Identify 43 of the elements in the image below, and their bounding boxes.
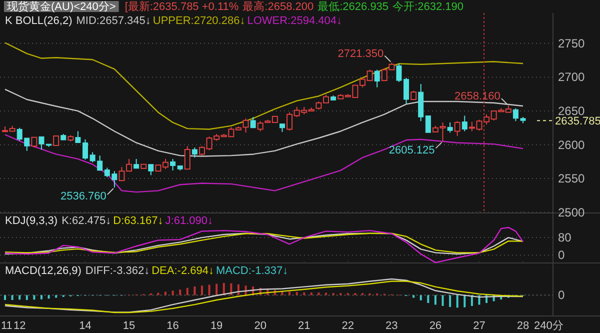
x-tick-label: 12 — [13, 320, 26, 332]
annotation: 2658.160 — [454, 90, 500, 102]
x-tick-label: 28 — [516, 320, 530, 332]
text: UPPER:2720.286↓ — [152, 15, 246, 27]
series-label: K:62.475↓ — [62, 215, 112, 227]
x-tick-label: 21 — [298, 320, 310, 332]
x-tick-label: 16 — [166, 320, 179, 332]
y-tick-label: 2750 — [558, 36, 586, 50]
x-tick-label: 20 — [254, 320, 266, 332]
text: 今开:2632.190 — [392, 1, 464, 13]
annotation: 2605.125 — [388, 144, 435, 156]
text: DIFF:-3.362↓ — [85, 265, 150, 277]
y-tick-label: 0 — [558, 248, 565, 262]
y-tick-label: 2500 — [558, 205, 586, 220]
x-tick-label: 15 — [122, 320, 136, 332]
text: 最低:2626.935 — [318, 1, 389, 13]
text: DEA:-2.694↓ — [152, 265, 214, 277]
chart-subtitle: K BOLL(26,2) — [5, 15, 72, 27]
annotation: 2536.760 — [60, 190, 106, 202]
x-tick-label: 27 — [473, 320, 486, 332]
x-tick-label: 14 — [79, 320, 92, 332]
text: [最新:2635.785 +0.11% — [124, 0, 239, 13]
series-label: D:63.167↓ — [113, 215, 164, 227]
text: 240分 — [534, 320, 564, 332]
text: MID:2657.345↓ — [76, 15, 151, 27]
text: LOWER:2594.404↓ — [247, 15, 342, 27]
y-tick-label: 2700 — [558, 70, 586, 84]
chart-subtitle: KDJ(9,3,3) — [5, 215, 58, 227]
x-tick-label: 23 — [386, 320, 398, 332]
x-tick-label: 11 — [1, 320, 12, 332]
y-tick-label: 2600 — [558, 138, 586, 152]
chart-title: 现货黄金(AU)<240分> — [7, 0, 116, 13]
annotation: 2721.350 — [338, 48, 384, 60]
chart-subtitle: MACD(12,26,9) — [5, 265, 82, 277]
y-tick-label: 2650 — [558, 104, 586, 118]
text: 最高:2658.200 — [242, 0, 314, 13]
x-tick-label: 26 — [429, 320, 442, 332]
series-label: MACD:-1.337↓ — [216, 265, 288, 277]
y-tick-label: 2550 — [558, 172, 586, 186]
series-label: J:61.090↓ — [165, 215, 213, 227]
y-tick-label: 80 — [558, 230, 572, 245]
x-tick-label: 22 — [342, 320, 354, 332]
x-tick-label: 19 — [210, 320, 223, 332]
